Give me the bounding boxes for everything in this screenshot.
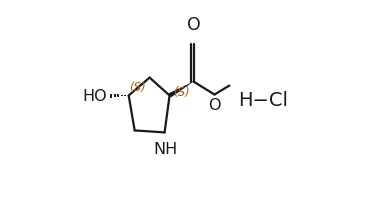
- Text: O: O: [208, 97, 221, 112]
- Text: HO: HO: [82, 89, 107, 103]
- Text: (S): (S): [174, 86, 190, 99]
- Text: (S): (S): [129, 81, 146, 94]
- Polygon shape: [169, 82, 194, 98]
- Text: NH: NH: [153, 142, 178, 157]
- Text: O: O: [187, 16, 200, 33]
- Text: H−Cl: H−Cl: [238, 91, 288, 110]
